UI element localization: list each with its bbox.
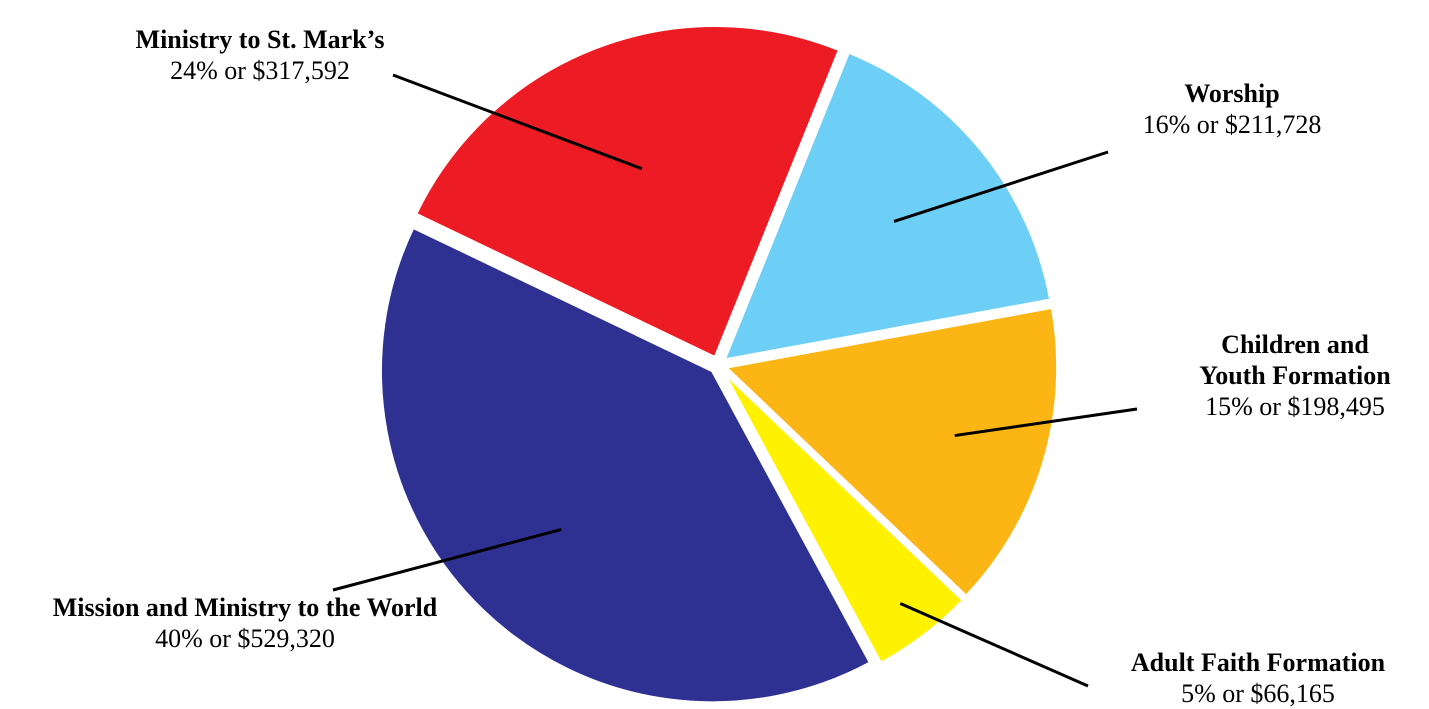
label-worship: Worship 16% or $211,728 xyxy=(1092,78,1372,140)
pie-slice-children-and-youth-formation xyxy=(722,305,1060,599)
slice-value-worship: 16% or $211,728 xyxy=(1142,110,1322,139)
slice-value-ministry-to-st-marks: 24% or $317,592 xyxy=(170,56,350,85)
label-adult-faith-formation: Adult Faith Formation 5% or $66,165 xyxy=(1088,647,1428,709)
slice-value-children-youth: 15% or $198,495 xyxy=(1205,392,1385,421)
slice-name-adult-faith-formation: Adult Faith Formation xyxy=(1130,648,1386,677)
leader-line-worship xyxy=(893,150,1109,223)
slice-name-children-youth-line-1: Children and xyxy=(1221,330,1369,359)
pie-slice-ministry-to-st-mark-s xyxy=(413,24,842,360)
slice-name-worship: Worship xyxy=(1184,79,1280,108)
leader-line-children-and-youth-formation xyxy=(954,407,1138,438)
pie-slice-mission-and-ministry-to-the-world xyxy=(379,225,873,705)
leader-line-adult-faith-formation xyxy=(899,602,1089,688)
label-mission-and-ministry-to-the-world: Mission and Ministry to the World 40% or… xyxy=(0,592,490,654)
leader-lines xyxy=(332,73,1138,688)
pie-slices xyxy=(379,24,1060,705)
pie-slice-adult-faith-formation xyxy=(721,370,966,666)
label-ministry-to-st-marks: Ministry to St. Mark’s 24% or $317,592 xyxy=(105,24,415,86)
leader-line-ministry-to-st-mark-s xyxy=(392,73,643,171)
label-children-and-youth-formation: Children and Youth Formation 15% or $198… xyxy=(1155,329,1429,422)
slice-value-adult-faith-formation: 5% or $66,165 xyxy=(1181,679,1335,708)
slice-name-ministry-to-st-marks: Ministry to St. Mark’s xyxy=(135,25,385,54)
slice-name-mission-world: Mission and Ministry to the World xyxy=(52,593,438,622)
leader-line-mission-and-ministry-to-the-world xyxy=(332,528,562,592)
pie-slice-worship xyxy=(721,50,1053,362)
slice-value-mission-world: 40% or $529,320 xyxy=(155,624,335,653)
slice-name-children-youth-line-2: Youth Formation xyxy=(1199,361,1391,390)
